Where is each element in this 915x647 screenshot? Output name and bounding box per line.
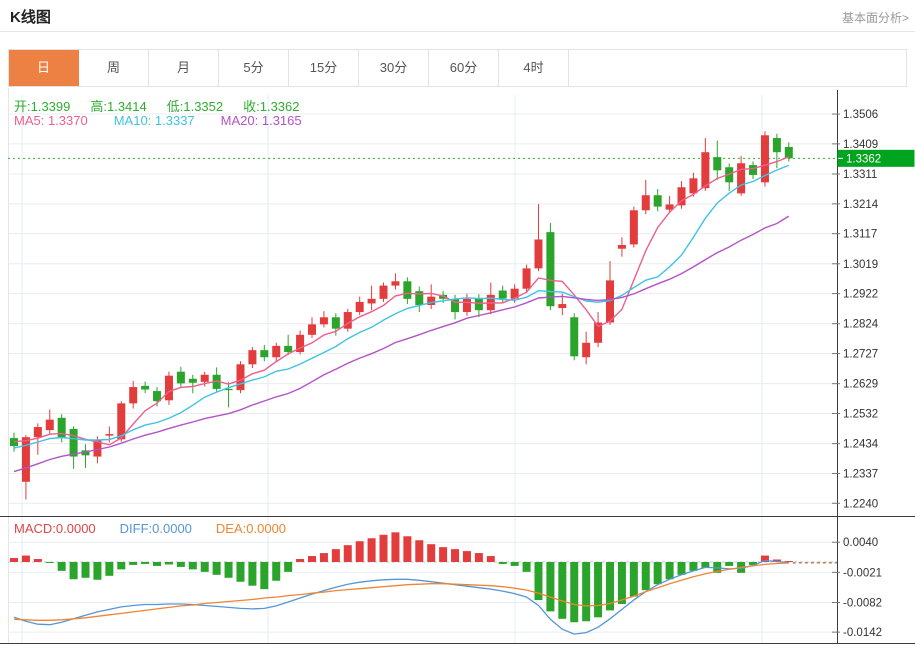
- price-tick-label: 1.2922: [843, 289, 878, 301]
- current-price-badge: 1.3362: [837, 149, 915, 167]
- macd-axis: 0.0040 -0.0021 -0.0082 -0.0142: [832, 537, 882, 639]
- diff-value: DIFF:0.0000: [119, 521, 192, 536]
- macd-tick-label: -0.0021: [843, 567, 882, 579]
- ma5-line: [13, 156, 790, 446]
- tab-日[interactable]: 日: [9, 50, 79, 86]
- price-tick-label: 1.2824: [843, 319, 879, 331]
- price-tick-label: 1.3506: [843, 109, 878, 121]
- price-tick-label: 1.2434: [843, 439, 879, 451]
- ohlc-info-bar: 开:1.3399 高:1.3414 低:1.3352 收:1.3362: [14, 96, 320, 115]
- candlestick-series: [10, 131, 793, 500]
- ma20-line: [13, 215, 790, 473]
- open-value: 开:1.3399: [14, 99, 71, 114]
- price-tick-label: 1.3117: [843, 229, 877, 241]
- tab-30分[interactable]: 30分: [359, 50, 429, 86]
- tab-4时[interactable]: 4时: [499, 50, 569, 86]
- ma20-value: MA20: 1.3165: [220, 113, 302, 128]
- macd-value: MACD:0.0000: [14, 521, 96, 536]
- tab-60分[interactable]: 60分: [429, 50, 499, 86]
- title-divider: [0, 31, 915, 32]
- price-tick-label: 1.3311: [843, 169, 877, 181]
- timeframe-tabs: 日周月 5分 15分 30分 60分 4时: [8, 49, 907, 87]
- svg-text:1.3362: 1.3362: [846, 153, 881, 165]
- price-tick-label: 1.2629: [843, 379, 878, 391]
- ma-info-bar: MA5: 1.3370 MA10: 1.3337 MA20: 1.3165: [14, 113, 328, 128]
- ma10-value: MA10: 1.3337: [113, 113, 195, 128]
- high-value: 高:1.3414: [90, 99, 147, 114]
- macd-tick-label: 0.0040: [843, 537, 878, 549]
- price-tick-label: 1.2240: [843, 498, 878, 510]
- low-value: 低:1.3352: [166, 99, 224, 114]
- price-axis: 1.3506 1.3409 1.3311 1.3214 1.3117 1.3019 1.29…: [832, 109, 879, 510]
- page-title: K线图: [10, 9, 51, 26]
- tab-5分[interactable]: 5分: [219, 50, 289, 86]
- dea-value: DEA:0.0000: [215, 521, 287, 536]
- price-tick-label: 1.3019: [843, 259, 878, 271]
- price-tick-label: 1.3409: [843, 139, 878, 151]
- price-tick-label: 1.3214: [843, 199, 879, 211]
- close-value: 收:1.3362: [243, 99, 300, 114]
- macd-tick-label: -0.0142: [843, 627, 882, 639]
- panel-borders: [0, 90, 915, 644]
- macd-info-bar: MACD:0.0000 DIFF:0.0000 DEA:0.0000: [14, 521, 310, 536]
- fundamental-analysis-link[interactable]: 基本面分析>: [841, 11, 909, 25]
- macd-tick-label: -0.0082: [843, 597, 882, 609]
- kline-chart-canvas[interactable]: 1.3506 1.3409 1.3311 1.3214 1.3117 1.3019 1.29…: [0, 88, 915, 647]
- ma5-value: MA5: 1.3370: [14, 113, 88, 128]
- price-tick-label: 1.2532: [843, 409, 878, 421]
- tab-周[interactable]: 周: [79, 50, 149, 86]
- price-tick-label: 1.2337: [843, 468, 878, 480]
- diff-line: [13, 559, 789, 635]
- dea-line: [13, 562, 789, 621]
- tab-15分[interactable]: 15分: [289, 50, 359, 86]
- tab-月[interactable]: 月: [149, 50, 219, 86]
- price-tick-label: 1.2727: [843, 349, 878, 361]
- macd-histogram: [10, 532, 793, 623]
- ma10-line: [13, 164, 790, 449]
